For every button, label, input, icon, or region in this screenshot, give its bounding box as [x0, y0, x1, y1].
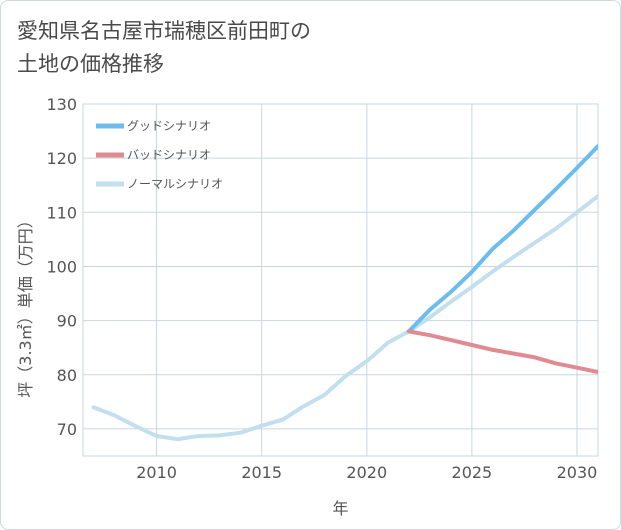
series-line-0: [91, 194, 598, 442]
x-tick-label: 2015: [241, 463, 282, 482]
grid-lines: [82, 103, 599, 457]
x-tick-label: 2010: [136, 463, 177, 482]
y-tick-label: 110: [46, 203, 77, 222]
y-tick-label: 130: [46, 95, 77, 114]
chart-title: 愛知県名古屋市瑞穂区前田町の 土地の価格推移: [17, 15, 311, 81]
y-tick-label: 80: [57, 366, 77, 385]
legend-label: グッドシナリオ: [127, 119, 211, 133]
legend-label: バッドシナリオ: [127, 148, 211, 162]
y-tick-label: 90: [57, 312, 77, 331]
chart-title-line-1: 愛知県名古屋市瑞穂区前田町の: [17, 19, 311, 43]
y-axis-label: 坪（3.3㎡）単価（万円）: [16, 212, 35, 397]
y-tick-label: 120: [46, 149, 77, 168]
x-axis-label: 年: [332, 499, 348, 518]
x-tick-label: 2020: [346, 463, 387, 482]
legend-label: ノーマルシナリオ: [127, 177, 223, 191]
series-line-1: [406, 144, 598, 334]
series-line-2: [406, 329, 598, 375]
tick-labels: 70 80 90 100 110 120 130 2010 2015 2020 2025 2030: [46, 95, 597, 482]
y-tick-label: 70: [57, 420, 77, 439]
series-layer: [91, 144, 598, 442]
x-tick-label: 2030: [557, 463, 598, 482]
y-tick-label: 100: [46, 257, 77, 276]
x-tick-label: 2025: [452, 463, 493, 482]
chart-title-line-2: 土地の価格推移: [17, 52, 164, 76]
